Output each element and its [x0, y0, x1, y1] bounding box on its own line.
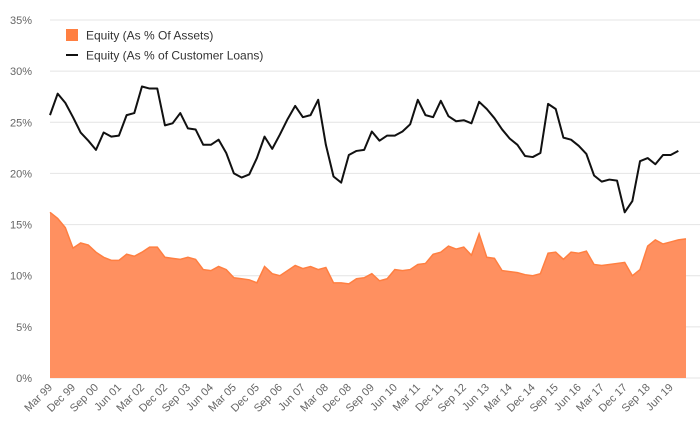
legend-swatch-assets	[66, 29, 78, 41]
y-tick-label: 0%	[16, 373, 32, 385]
y-tick-label: 20%	[10, 168, 32, 180]
legend-label-loans: Equity (As % of Customer Loans)	[86, 49, 263, 63]
loans-line-series	[49, 85, 679, 214]
assets-area-fill	[50, 212, 686, 378]
assets-area-series	[49, 211, 687, 378]
y-tick-label: 10%	[10, 271, 32, 283]
y-tick-label: 35%	[10, 15, 32, 27]
y-axis-tick-labels: 0% 5% 10% 15% 20% 25% 30% 35%	[10, 15, 32, 385]
legend-label-assets: Equity (As % Of Assets)	[86, 29, 213, 43]
legend-item-assets[interactable]: Equity (As % Of Assets)	[66, 29, 213, 43]
loans-line	[49, 85, 679, 214]
y-tick-label: 15%	[10, 220, 32, 232]
y-tick-label: 5%	[16, 322, 32, 334]
legend-item-loans[interactable]: Equity (As % of Customer Loans)	[66, 49, 263, 63]
legend: Equity (As % Of Assets) Equity (As % of …	[66, 29, 263, 63]
y-tick-label: 25%	[10, 117, 32, 129]
y-tick-label: 30%	[10, 66, 32, 78]
assets-area-edge	[49, 211, 687, 285]
